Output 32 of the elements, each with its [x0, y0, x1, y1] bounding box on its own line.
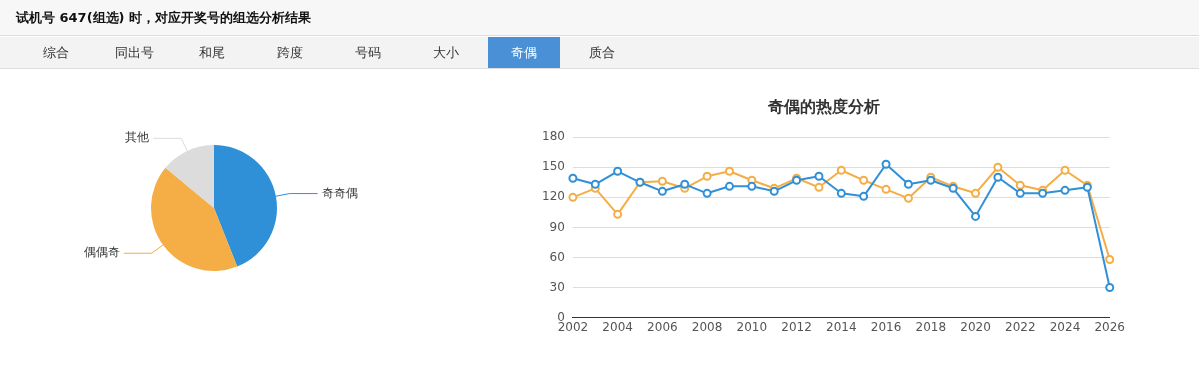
slice-label: 偶偶奇	[83, 245, 120, 260]
slice-label: 奇奇偶	[321, 185, 358, 200]
slice-label: 其他	[125, 130, 150, 145]
x-tick-label: 2012	[781, 319, 812, 334]
text: 号码	[354, 44, 382, 62]
chart-title: 奇偶的热度分析	[767, 96, 880, 116]
x-tick-label: 2026	[1094, 319, 1125, 334]
x-tick-label: 2008	[691, 319, 723, 334]
text: 同出号	[113, 44, 155, 62]
x-tick-label: 2002	[557, 319, 589, 334]
x-tick-label: 2022	[1004, 319, 1036, 334]
text: 试机号 647(组选) 时，对应开奖号的组选分析结果	[0, 0, 1199, 36]
x-tick-label: 2004	[602, 319, 633, 334]
x-tick-label: 2020	[960, 319, 991, 334]
y-tick-label: 120	[542, 189, 565, 204]
text: 综合	[42, 44, 70, 62]
text: 跨度	[276, 44, 304, 62]
x-tick-label: 2016	[870, 319, 902, 334]
x-tick-label: 2006	[647, 319, 678, 334]
text: 奇偶	[488, 37, 560, 68]
y-tick-label: 90	[549, 219, 565, 234]
y-tick-label: 60	[549, 249, 565, 264]
x-tick-label: 2024	[1049, 319, 1081, 334]
text: 大小	[432, 44, 460, 62]
text: 质合	[588, 44, 616, 62]
x-tick-label: 2010	[736, 319, 768, 334]
x-tick-label: 2018	[915, 319, 947, 334]
x-tick-label: 2014	[826, 319, 857, 334]
y-tick-label: 180	[542, 129, 565, 144]
y-tick-label: 30	[549, 279, 565, 294]
text: 和尾	[198, 44, 226, 62]
y-tick-label: 150	[542, 159, 565, 174]
